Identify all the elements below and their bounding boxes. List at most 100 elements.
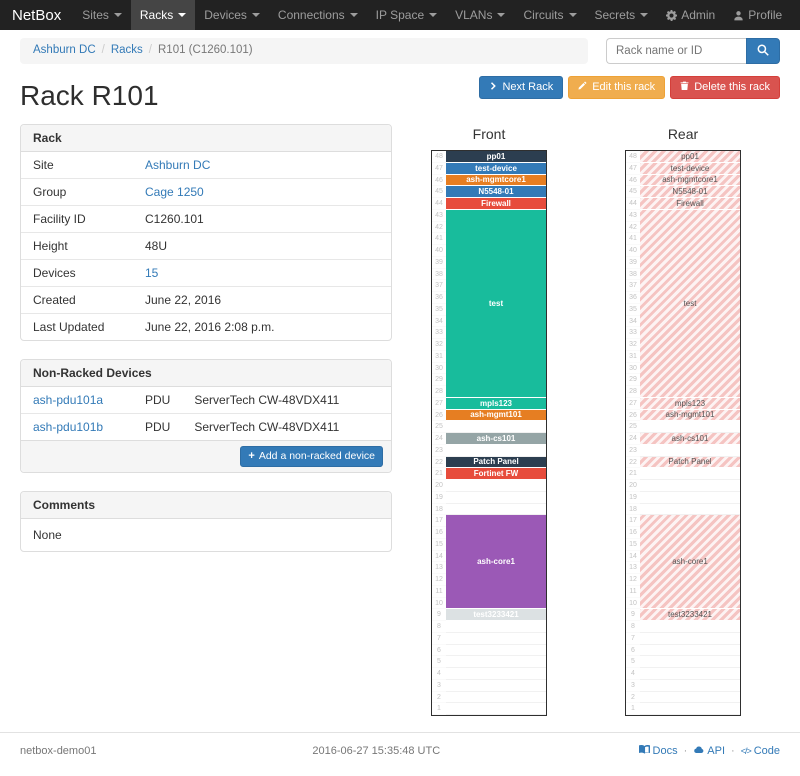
rack-device[interactable]: Fortinet FW [446,468,546,480]
devices-count-link[interactable]: 15 [145,266,159,280]
top-navbar: NetBox Sites Racks Devices Connections I… [0,0,800,30]
docs-label: Docs [652,745,678,757]
rack-device[interactable]: N5548-01 [640,186,740,198]
attr-label: Facility ID [21,205,133,233]
menu-vlans[interactable]: VLANs [446,0,514,30]
rack-slot-empty [640,444,740,457]
breadcrumb-site-link[interactable]: Ashburn DC [33,44,96,56]
unit-number: 27 [432,398,446,410]
edit-rack-button[interactable]: Edit this rack [568,76,666,100]
logout-link[interactable]: Log out [791,0,800,30]
rack-device[interactable]: test [446,209,546,398]
brand-link[interactable]: NetBox [12,6,62,24]
chevron-right-icon [489,80,497,95]
rack-device[interactable]: test-device [446,162,546,175]
dot-separator: · [683,745,688,757]
rack-device[interactable]: ash-cs101 [446,433,546,445]
rack-search-input[interactable] [606,38,746,64]
rack-device[interactable]: ash-core1 [446,515,546,610]
rack-device[interactable]: pp01 [640,151,740,163]
next-rack-button[interactable]: Next Rack [479,76,564,100]
admin-label: Admin [681,8,716,22]
breadcrumb: Ashburn DC / Racks / R101 (C1260.101) [20,38,588,64]
menu-label: Secrets [594,8,636,22]
add-nonracked-device-button[interactable]: + Add a non-racked device [240,446,383,467]
rack-device[interactable]: ash-mgmtcore1 [640,174,740,187]
attr-value: C1260.101 [133,205,391,233]
rack-units-column: pp01 test-device ash-mgmtcore1 N5548-01 Fire… [640,151,740,715]
unit-number: 24 [432,433,446,445]
unit-number: 16 [432,527,446,539]
rack-device[interactable]: ash-mgmtcore1 [446,174,546,187]
unit-number: 40 [626,245,640,257]
unit-number: 10 [626,598,640,610]
rack-device[interactable]: mpls123 [640,397,740,410]
device-role: PDU [145,393,171,407]
unit-number: 29 [626,374,640,386]
unit-number: 35 [626,304,640,316]
api-link[interactable]: API [693,744,725,758]
unit-number: 32 [432,339,446,351]
profile-link[interactable]: Profile [724,0,791,30]
unit-number: 5 [432,656,446,668]
menu-circuits[interactable]: Circuits [514,0,585,30]
delete-rack-button[interactable]: Delete this rack [670,76,780,100]
rack-device[interactable]: N5548-01 [446,186,546,198]
rack-device[interactable]: ash-mgmt101 [446,409,546,422]
chevron-down-icon [113,13,122,17]
user-icon [733,10,744,21]
rack-group-link[interactable]: Cage 1250 [145,185,204,199]
unit-number: 6 [432,645,446,657]
site-link[interactable]: Ashburn DC [145,158,211,172]
menu-sites[interactable]: Sites [73,0,131,30]
unit-number: 41 [626,233,640,245]
rack-device[interactable]: Patch Panel [640,456,740,469]
rack-elevations: Front 48 47 46 45 44 43 42 41 40 39 38 37 36 35 34 33 32… [392,124,780,716]
menu-devices[interactable]: Devices [195,0,269,30]
unit-number: 25 [432,421,446,433]
rack-device[interactable]: Patch Panel [446,456,546,469]
menu-secrets[interactable]: Secrets [586,0,658,30]
rack-device[interactable]: ash-mgmt101 [640,409,740,422]
unit-number: 37 [432,280,446,292]
admin-link[interactable]: Admin [657,0,724,30]
rack-slot-empty [446,632,546,645]
rack-device[interactable]: test3233421 [446,609,546,621]
unit-number: 20 [432,480,446,492]
unit-number: 40 [432,245,446,257]
rack-device[interactable]: mpls123 [446,397,546,410]
attr-value: June 22, 2016 2:08 p.m. [133,313,391,340]
breadcrumb-racks-link[interactable]: Racks [110,44,143,56]
code-link[interactable]: </> Code [741,745,780,757]
docs-link[interactable]: Docs [638,744,678,758]
attr-label: Height [21,232,133,260]
search-button[interactable] [746,38,780,64]
unit-number: 1 [432,703,446,715]
unit-number: 25 [626,421,640,433]
rack-device[interactable]: Firewall [446,198,546,210]
hostname: netbox-demo01 [20,745,97,757]
rack-device[interactable]: Firewall [640,198,740,210]
unit-number: 44 [626,198,640,210]
menu-ip-space[interactable]: IP Space [367,0,446,30]
menu-racks[interactable]: Racks [130,0,196,30]
delete-rack-label: Delete this rack [694,81,770,93]
unit-number: 11 [432,586,446,598]
rack-device[interactable]: test [640,209,740,398]
rack-slot-empty [446,621,546,633]
unit-number: 6 [626,645,640,657]
rack-device[interactable]: test3233421 [640,609,740,621]
unit-number: 37 [626,280,640,292]
rack-slot-empty [640,621,740,633]
device-link[interactable]: ash-pdu101a [33,393,104,407]
rack-device[interactable]: test-device [640,162,740,175]
rack-device[interactable]: ash-core1 [640,515,740,610]
rack-device[interactable]: pp01 [446,151,546,163]
attr-row-devices: Devices 15 [21,259,391,287]
unit-number: 4 [626,668,640,680]
device-link[interactable]: ash-pdu101b [33,420,104,434]
menu-connections[interactable]: Connections [269,0,367,30]
unit-number: 7 [626,633,640,645]
rack-device[interactable]: ash-cs101 [640,433,740,445]
rack-actions: Next Rack Edit this rack Delete this rac… [479,76,780,100]
